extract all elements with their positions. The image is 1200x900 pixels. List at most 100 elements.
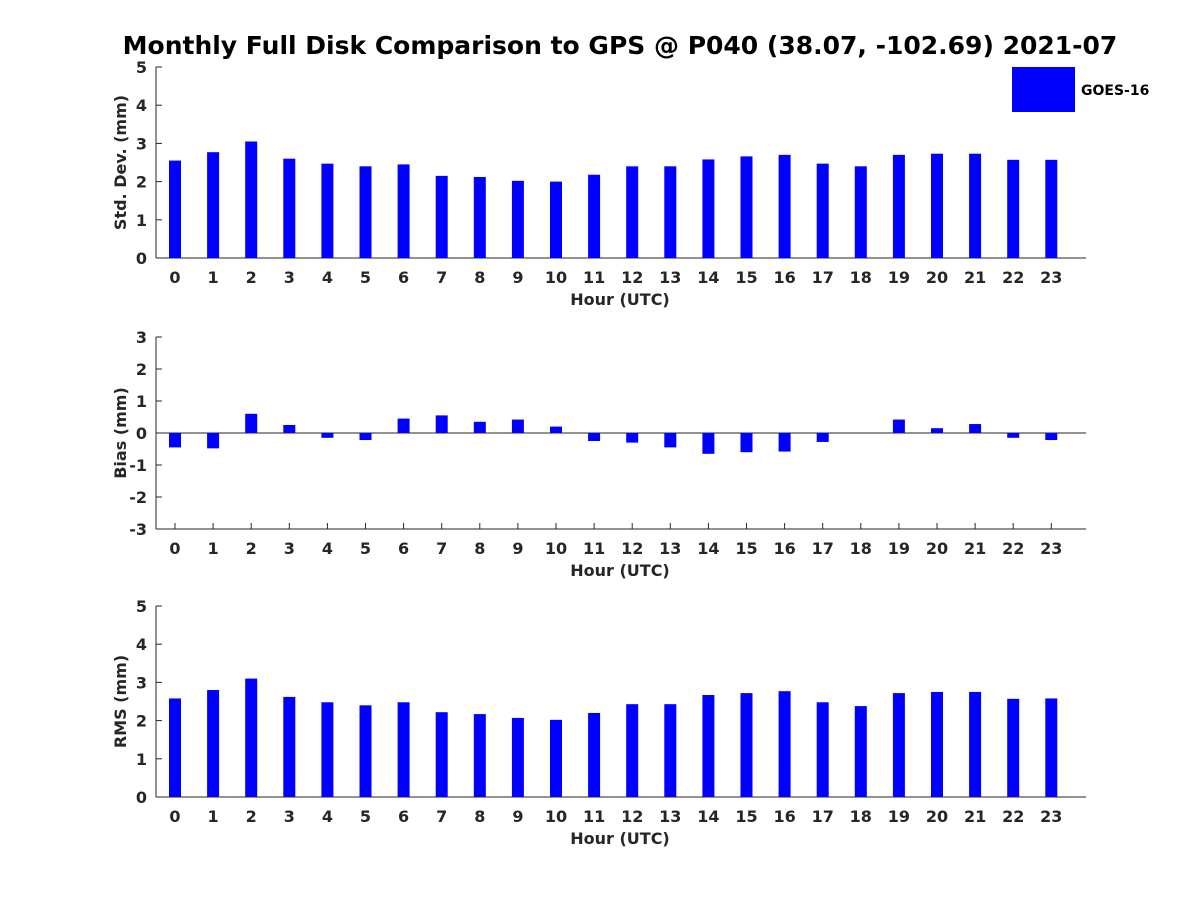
bar-hour-15 — [740, 693, 753, 797]
bar-hour-17 — [816, 163, 829, 258]
x-tick-label: 22 — [1002, 539, 1024, 558]
x-tick-label: 8 — [474, 268, 485, 287]
bar-hour-1 — [207, 152, 220, 258]
y-tick-label: 2 — [136, 360, 147, 379]
bar-hour-13 — [664, 704, 677, 797]
x-axis-label: Hour (UTC) — [570, 290, 670, 309]
y-tick-label: 3 — [136, 134, 147, 153]
bar-hour-20 — [931, 691, 943, 797]
bar-hour-14 — [702, 159, 715, 258]
bar-hour-8 — [473, 421, 486, 433]
bar-hour-6 — [397, 164, 410, 258]
x-tick-label: 6 — [398, 539, 409, 558]
bar-hour-9 — [511, 419, 524, 433]
x-tick-label: 1 — [208, 268, 219, 287]
bar-hour-21 — [969, 153, 982, 258]
y-tick-label: 0 — [136, 249, 147, 268]
x-tick-label: 4 — [322, 807, 333, 826]
bar-hour-15 — [740, 433, 753, 453]
y-tick-label: -3 — [129, 520, 147, 539]
x-tick-label: 12 — [621, 539, 643, 558]
x-tick-label: 21 — [964, 268, 986, 287]
y-tick-label: 0 — [136, 424, 147, 443]
x-tick-label: 17 — [812, 539, 834, 558]
bar-hour-23 — [1045, 159, 1058, 258]
y-tick-label: 1 — [136, 392, 147, 411]
bar-hour-12 — [626, 166, 639, 258]
y-tick-label: 0 — [136, 788, 147, 807]
bar-hour-9 — [511, 180, 524, 258]
x-tick-label: 2 — [246, 539, 257, 558]
x-tick-label: 14 — [697, 807, 719, 826]
y-tick-label: 5 — [136, 58, 147, 77]
y-tick-label: 4 — [136, 96, 147, 115]
x-tick-label: 13 — [659, 268, 681, 287]
x-tick-label: 7 — [436, 807, 447, 826]
x-tick-label: 0 — [169, 807, 180, 826]
bar-hour-20 — [931, 153, 943, 258]
bar-hour-6 — [397, 418, 410, 433]
x-tick-label: 0 — [169, 539, 180, 558]
x-tick-label: 10 — [545, 268, 567, 287]
bar-hour-7 — [435, 415, 448, 433]
x-tick-label: 12 — [621, 807, 643, 826]
x-tick-label: 11 — [583, 539, 605, 558]
x-tick-label: 2 — [246, 807, 257, 826]
x-tick-label: 13 — [659, 539, 681, 558]
bar-hour-10 — [550, 426, 562, 433]
bar-hour-23 — [1045, 433, 1058, 441]
bar-hour-17 — [816, 433, 829, 442]
y-tick-label: 1 — [136, 211, 147, 230]
bar-hour-19 — [892, 154, 905, 258]
chart-title: Monthly Full Disk Comparison to GPS @ P0… — [123, 31, 1118, 60]
x-tick-label: 4 — [322, 268, 333, 287]
x-tick-label: 20 — [926, 268, 948, 287]
bar-hour-6 — [397, 702, 410, 797]
y-tick-label: 1 — [136, 750, 147, 769]
legend: GOES-16 — [1012, 67, 1149, 112]
y-axis-label: RMS (mm) — [111, 655, 130, 748]
y-tick-label: 3 — [136, 328, 147, 347]
bar-hour-11 — [588, 174, 601, 258]
bar-hour-3 — [283, 696, 296, 797]
bar-hour-23 — [1045, 698, 1058, 797]
x-tick-label: 17 — [812, 268, 834, 287]
x-tick-label: 15 — [735, 807, 757, 826]
bar-hour-21 — [969, 424, 982, 433]
y-tick-label: 3 — [136, 673, 147, 692]
x-tick-label: 7 — [436, 268, 447, 287]
x-tick-label: 8 — [474, 807, 485, 826]
x-tick-label: 6 — [398, 268, 409, 287]
x-tick-label: 15 — [735, 268, 757, 287]
x-tick-label: 3 — [284, 539, 295, 558]
x-tick-label: 7 — [436, 539, 447, 558]
bar-hour-18 — [854, 706, 867, 797]
x-axis-label: Hour (UTC) — [570, 829, 670, 848]
bar-hour-9 — [511, 717, 524, 797]
x-tick-label: 16 — [773, 539, 795, 558]
y-tick-label: 5 — [136, 597, 147, 616]
bar-hour-1 — [207, 690, 220, 797]
x-tick-label: 0 — [169, 268, 180, 287]
bar-hour-5 — [359, 166, 372, 258]
x-tick-label: 3 — [284, 268, 295, 287]
bar-hour-11 — [588, 433, 601, 441]
bar-hour-2 — [245, 141, 258, 258]
x-tick-label: 6 — [398, 807, 409, 826]
x-tick-label: 22 — [1002, 807, 1024, 826]
y-tick-label: -2 — [129, 488, 147, 507]
x-tick-label: 18 — [850, 807, 872, 826]
bar-hour-7 — [435, 175, 448, 258]
x-tick-label: 14 — [697, 268, 719, 287]
x-tick-label: 23 — [1040, 539, 1062, 558]
bar-hour-7 — [435, 712, 448, 797]
x-tick-label: 19 — [888, 268, 910, 287]
legend-swatch — [1012, 67, 1075, 112]
x-tick-label: 20 — [926, 807, 948, 826]
x-axis-label: Hour (UTC) — [570, 561, 670, 580]
x-tick-label: 20 — [926, 539, 948, 558]
bar-hour-21 — [969, 691, 982, 797]
